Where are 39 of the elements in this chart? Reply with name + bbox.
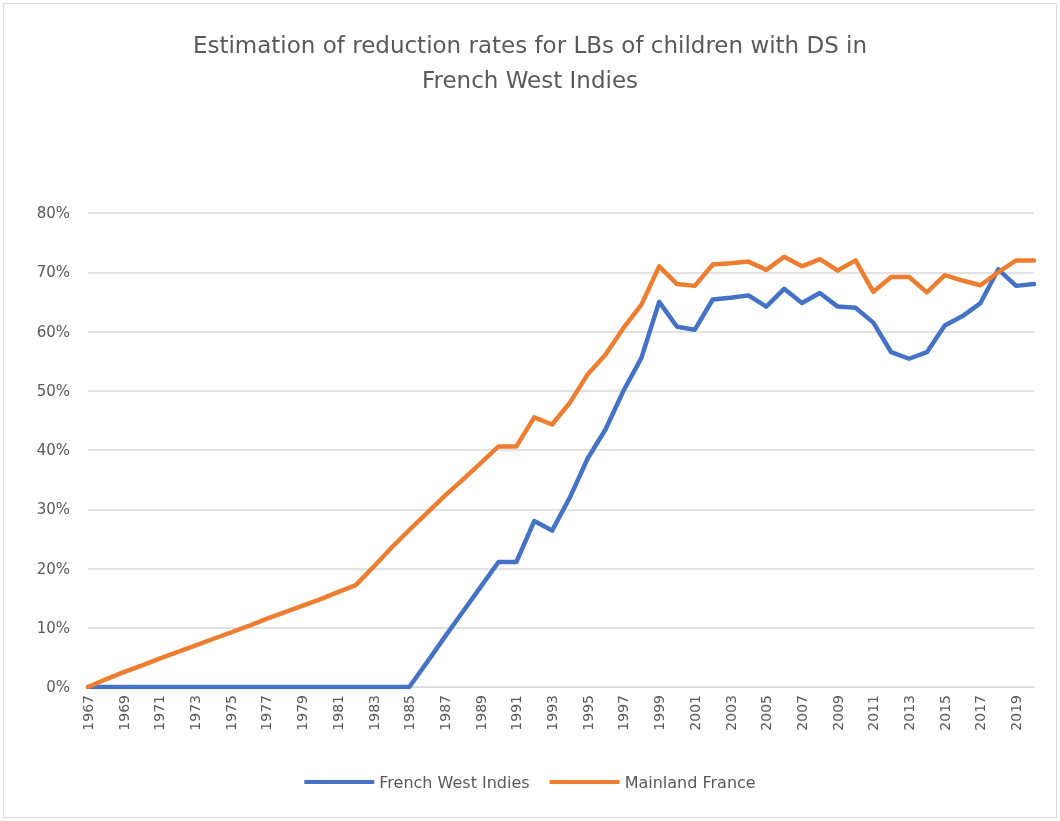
x-tick-label: 1971: [151, 695, 168, 731]
x-tick-label: 2001: [686, 695, 703, 731]
legend-label: French West Indies: [379, 772, 530, 792]
x-tick-label: 2005: [758, 695, 775, 731]
x-tick-label: 1977: [258, 695, 275, 731]
x-tick-label: 1967: [80, 695, 96, 731]
x-tick-label: 2011: [865, 695, 882, 731]
y-tick-label: 70%: [36, 263, 70, 282]
x-tick-label: 1979: [294, 695, 311, 731]
chart-title: Estimation of reduction rates for LBs of children with DS in French West Indies: [192, 31, 868, 93]
legend-label: Mainland France: [624, 772, 756, 792]
y-tick-label: 10%: [36, 618, 70, 637]
x-tick-label: 1973: [187, 695, 204, 731]
x-tick-label: 2009: [829, 695, 846, 731]
x-tick-label: 1999: [651, 695, 668, 731]
x-tick-label: 1991: [508, 695, 525, 731]
y-tick-label: 20%: [36, 559, 70, 578]
y-tick-label: 40%: [36, 441, 70, 459]
x-tick-label: 1969: [115, 695, 132, 731]
y-tick-label: 30%: [36, 500, 70, 519]
x-tick-label: 1993: [544, 695, 561, 731]
y-tick-label: 50%: [36, 381, 70, 400]
x-tick-label: 1997: [615, 695, 632, 731]
x-tick-label: 2003: [722, 695, 739, 731]
x-tick-label: 2019: [1008, 695, 1025, 731]
x-tick-label: 2007: [793, 695, 810, 731]
y-tick-label: 80%: [36, 204, 70, 222]
x-tick-label: 2015: [936, 695, 953, 731]
x-tick-label: 2013: [901, 695, 918, 731]
y-tick-label: 60%: [36, 322, 70, 341]
x-tick-label: 1987: [436, 695, 453, 731]
y-tick-label: 0%: [46, 678, 70, 696]
x-tick-label: 1975: [222, 695, 239, 731]
x-tick-label: 1981: [329, 695, 346, 731]
x-tick-label: 2017: [972, 695, 989, 731]
x-tick-label: 1989: [472, 695, 489, 731]
x-tick-label: 1983: [365, 695, 382, 731]
x-tick-label: 1985: [401, 695, 418, 731]
x-tick-label: 1995: [579, 695, 596, 731]
